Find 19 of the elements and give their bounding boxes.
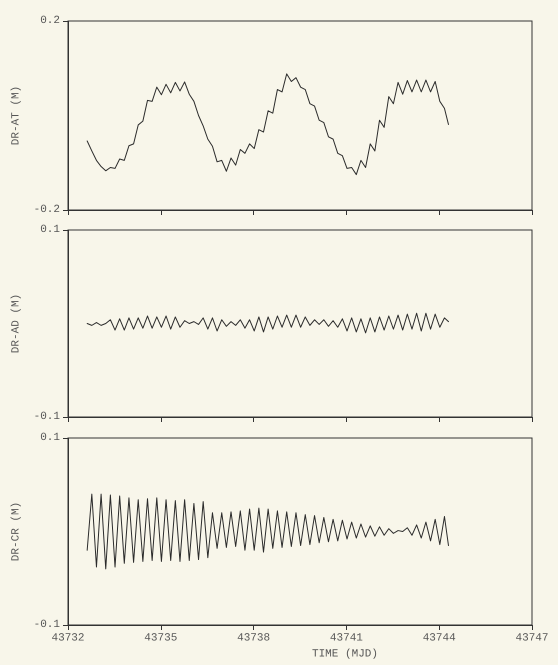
- y-tick-label: 0.1: [40, 432, 60, 444]
- y-axis-title: DR-AT (M): [10, 86, 22, 146]
- y-tick-label: 0.2: [40, 15, 60, 27]
- y-axis-title: DR-AD (M): [10, 294, 22, 354]
- x-tick-label: 43738: [237, 632, 270, 644]
- x-tick-label: 43744: [422, 632, 456, 644]
- x-axis-title: TIME (MJD): [312, 648, 378, 660]
- line-series: [86, 312, 449, 334]
- x-tick-label: 43732: [51, 632, 85, 644]
- y-tick-label: -0.2: [34, 204, 60, 216]
- y-axis-title: DR-CR (M): [10, 502, 22, 562]
- x-tick-label: 43741: [330, 632, 364, 644]
- x-tick-label: 43747: [515, 632, 549, 644]
- line-series: [86, 73, 449, 176]
- line-series: [86, 494, 449, 570]
- y-tick-label: -0.1: [34, 619, 60, 631]
- y-tick-label: 0.1: [40, 224, 60, 236]
- x-tick-label: 43735: [144, 632, 178, 644]
- y-tick-label: -0.1: [34, 411, 60, 423]
